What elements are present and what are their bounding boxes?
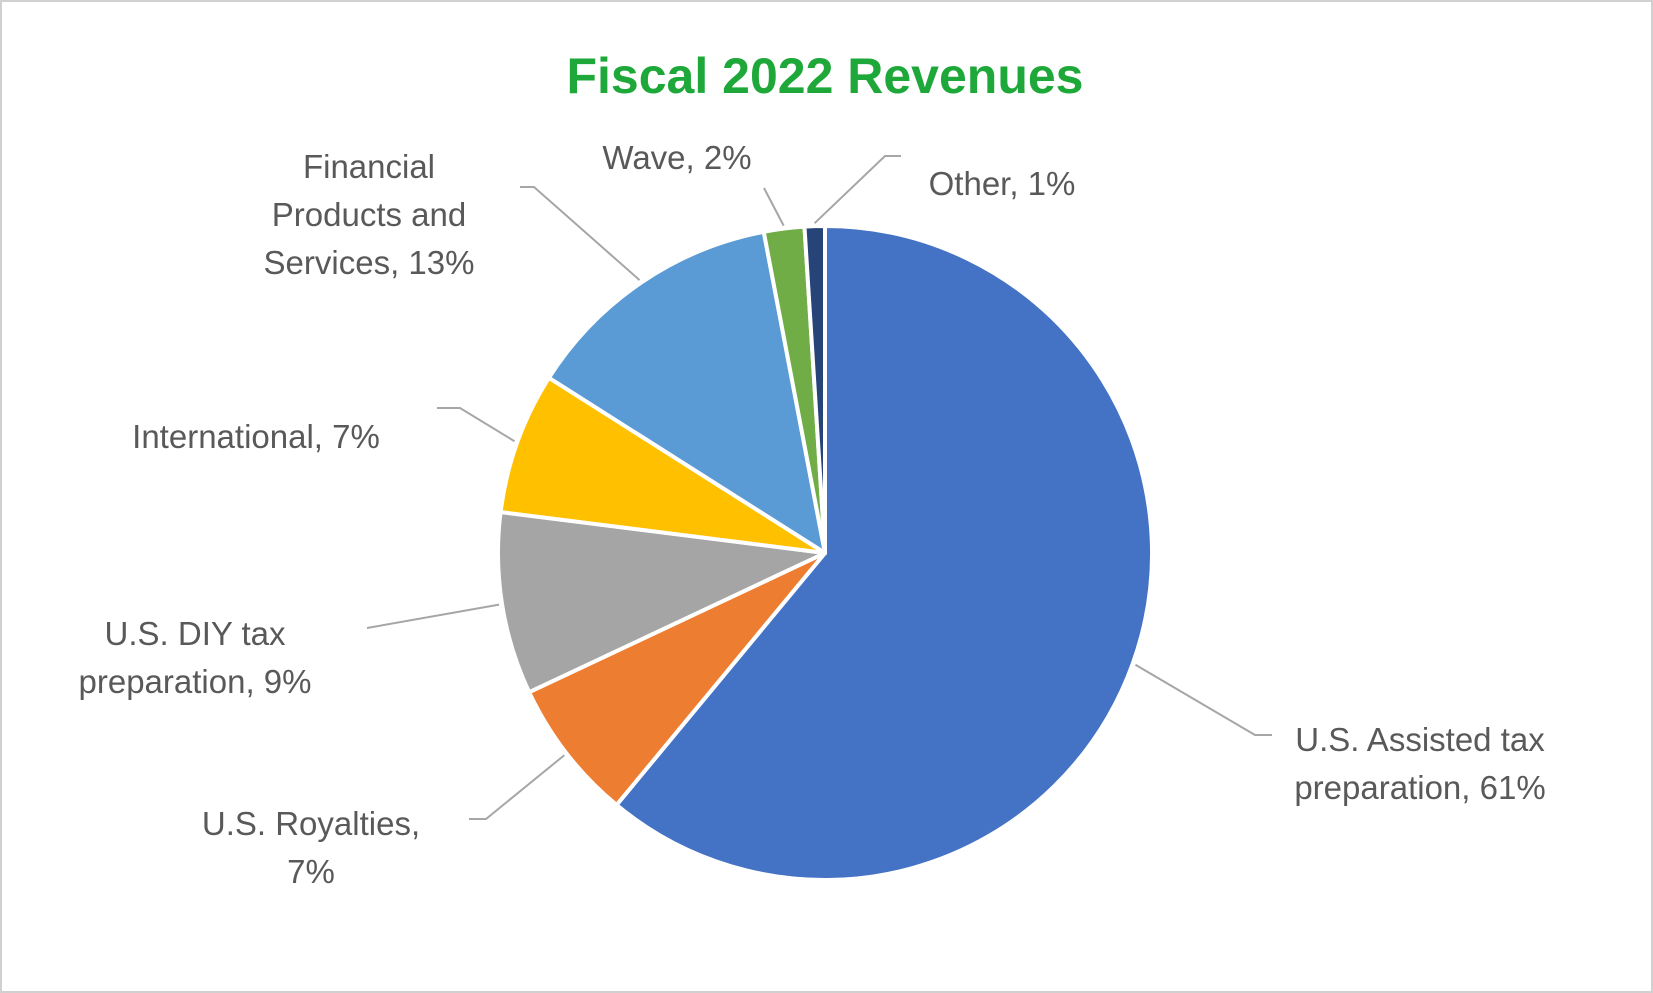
data-label-line: International, 7% (132, 418, 380, 455)
data-label-line: U.S. Assisted tax (1295, 721, 1545, 758)
leader-line (520, 186, 641, 281)
data-label-line: Products and (272, 196, 466, 233)
data-label-line: preparation, 61% (1294, 769, 1545, 806)
pie-slice (802, 224, 827, 555)
pie-slice (527, 551, 827, 807)
leader-line (1134, 663, 1272, 736)
data-label-line: U.S. DIY tax (105, 615, 286, 652)
data-label-line: U.S. Royalties, (202, 805, 420, 842)
data-label: Wave, 2% (602, 139, 751, 176)
leader-line (366, 603, 500, 629)
chart-title: Fiscal 2022 Revenues (567, 48, 1084, 104)
pie-slice (546, 229, 827, 555)
leader-line (469, 754, 565, 820)
data-label: Financial Products and Services, 13% (264, 148, 475, 281)
data-label-line: 7% (287, 853, 335, 890)
leader-line (437, 407, 516, 443)
data-label: Other, 1% (929, 165, 1076, 202)
data-label-line: Other, 1% (929, 165, 1076, 202)
data-label-line: preparation, 9% (79, 663, 312, 700)
data-label: U.S. Royalties, 7% (202, 805, 420, 890)
leader-line (763, 187, 785, 227)
pie-slice (498, 375, 827, 555)
data-label: U.S. DIY tax preparation, 9% (79, 615, 312, 700)
pie-slice (614, 224, 1154, 882)
data-label: International, 7% (132, 418, 380, 455)
data-label: U.S. Assisted tax preparation, 61% (1294, 721, 1545, 806)
data-label-line: Financial (303, 148, 435, 185)
leader-line (813, 155, 901, 224)
data-label-line: Services, 13% (264, 244, 475, 281)
pie-slice (496, 510, 827, 695)
data-label-line: Wave, 2% (602, 139, 751, 176)
